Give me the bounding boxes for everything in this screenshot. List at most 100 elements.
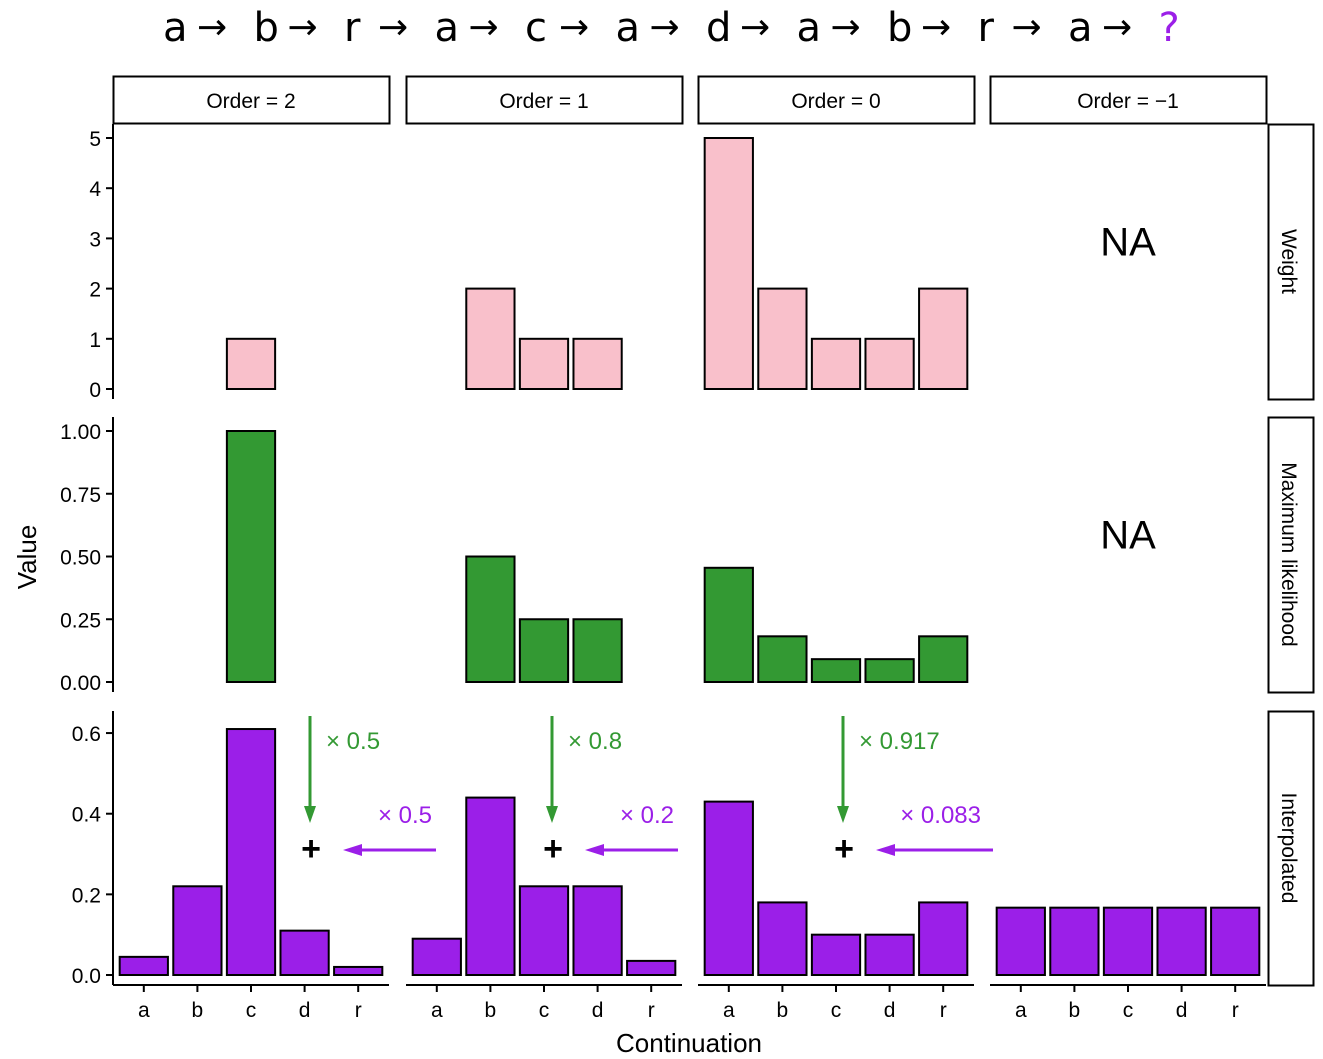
- purple-arrowhead: [876, 844, 895, 856]
- x-tick-label: b: [485, 999, 497, 1022]
- bar: [465, 287, 516, 391]
- bar: [810, 933, 862, 977]
- y-tick-label: 0.6: [72, 723, 101, 746]
- sequence-arrow: →: [740, 7, 771, 48]
- bar: [1156, 906, 1207, 977]
- sequence-arrow: →: [830, 7, 861, 48]
- sequence-arrow: →: [559, 7, 590, 48]
- bar: [572, 618, 623, 683]
- bar: [703, 137, 754, 390]
- x-tick-label: r: [648, 999, 655, 1022]
- x-axis-label: Continuation: [616, 1028, 762, 1058]
- green-weight-label: × 0.917: [859, 728, 940, 755]
- y-tick-label: 0.00: [60, 672, 101, 695]
- y-tick-label: 1: [89, 329, 101, 352]
- bar: [518, 337, 570, 390]
- x-tick-label: c: [831, 999, 842, 1022]
- sequence-item: d: [706, 5, 732, 51]
- sequence-item: b: [253, 5, 279, 51]
- x-tick-label: b: [777, 999, 789, 1022]
- sequence-item: r: [977, 5, 994, 51]
- x-tick-label: d: [884, 999, 896, 1022]
- sequence-item: a: [1068, 5, 1093, 51]
- purple-arrowhead: [343, 844, 362, 856]
- x-tick-label: a: [723, 999, 735, 1022]
- x-tick-label: r: [355, 999, 362, 1022]
- sequence-question: ?: [1158, 5, 1180, 51]
- green-arrowhead: [546, 806, 558, 823]
- row-strip: [1267, 416, 1315, 694]
- y-tick-label: 0: [89, 379, 101, 402]
- bar: [225, 430, 277, 683]
- bar: [572, 885, 623, 977]
- bar: [411, 937, 462, 976]
- sequence-arrow: →: [378, 7, 409, 48]
- x-tick-label: d: [592, 999, 604, 1022]
- bar: [864, 933, 915, 977]
- bar: [572, 337, 623, 390]
- na-label: NA: [1100, 221, 1156, 265]
- bar: [757, 635, 808, 683]
- bar: [810, 658, 862, 683]
- bar: [518, 885, 570, 977]
- bar: [918, 287, 969, 391]
- column-strip-label: Order = 0: [791, 90, 880, 113]
- column-strip: [405, 75, 684, 125]
- sequence-item: b: [887, 5, 913, 51]
- bar: [172, 885, 223, 977]
- purple-weight-label: × 0.5: [378, 802, 432, 829]
- x-tick-label: d: [299, 999, 311, 1022]
- bar: [757, 287, 808, 391]
- green-arrowhead: [837, 806, 849, 823]
- bar: [864, 337, 915, 390]
- bar: [703, 800, 754, 977]
- sequence-item: a: [163, 5, 188, 51]
- y-tick-label: 4: [89, 178, 101, 201]
- y-tick-label: 0.50: [60, 547, 101, 570]
- x-tick-label: r: [940, 999, 947, 1022]
- x-tick-label: b: [192, 999, 204, 1022]
- bar: [864, 658, 915, 683]
- bar: [518, 618, 570, 683]
- bar: [279, 929, 330, 976]
- y-tick-label: 1.00: [60, 421, 101, 444]
- sequence-arrow: →: [197, 7, 228, 48]
- sequence-arrow: →: [1102, 7, 1133, 48]
- bar: [918, 635, 969, 683]
- x-tick-label: b: [1069, 999, 1081, 1022]
- bar: [333, 965, 384, 977]
- sequence-arrow: →: [921, 7, 952, 48]
- bar: [225, 728, 277, 977]
- row-strip-label: Maximum likelihood: [1277, 462, 1300, 646]
- column-strip: [112, 75, 391, 125]
- bar: [995, 906, 1046, 977]
- sequence-item: a: [796, 5, 822, 51]
- sequence-item: c: [525, 5, 547, 51]
- sequence-arrow: →: [649, 7, 680, 48]
- y-tick-label: 0.2: [72, 884, 101, 907]
- y-tick-label: 2: [89, 279, 101, 302]
- y-tick-label: 5: [89, 128, 101, 151]
- bar: [225, 337, 277, 390]
- column-strip: [697, 75, 976, 125]
- y-tick-label: 0.75: [60, 484, 101, 507]
- plus-sign: +: [543, 830, 563, 868]
- bar: [1210, 906, 1261, 977]
- row-strip-label: Interpolated: [1277, 793, 1300, 904]
- x-tick-label: r: [1232, 999, 1239, 1022]
- plus-sign: +: [834, 830, 854, 868]
- x-tick-label: c: [539, 999, 550, 1022]
- row-strip: [1267, 123, 1315, 401]
- bar: [918, 901, 969, 977]
- sequence-item: a: [434, 5, 460, 51]
- y-tick-label: 0.0: [72, 965, 101, 988]
- green-arrowhead: [304, 806, 316, 823]
- x-tick-label: a: [138, 999, 150, 1022]
- y-tick-label: 0.25: [60, 609, 101, 632]
- x-tick-label: d: [1176, 999, 1188, 1022]
- row-strip-label: Weight: [1277, 229, 1300, 294]
- sequence-arrow: →: [1011, 7, 1042, 48]
- sequence-arrow: →: [468, 7, 499, 48]
- purple-weight-label: × 0.2: [620, 802, 674, 829]
